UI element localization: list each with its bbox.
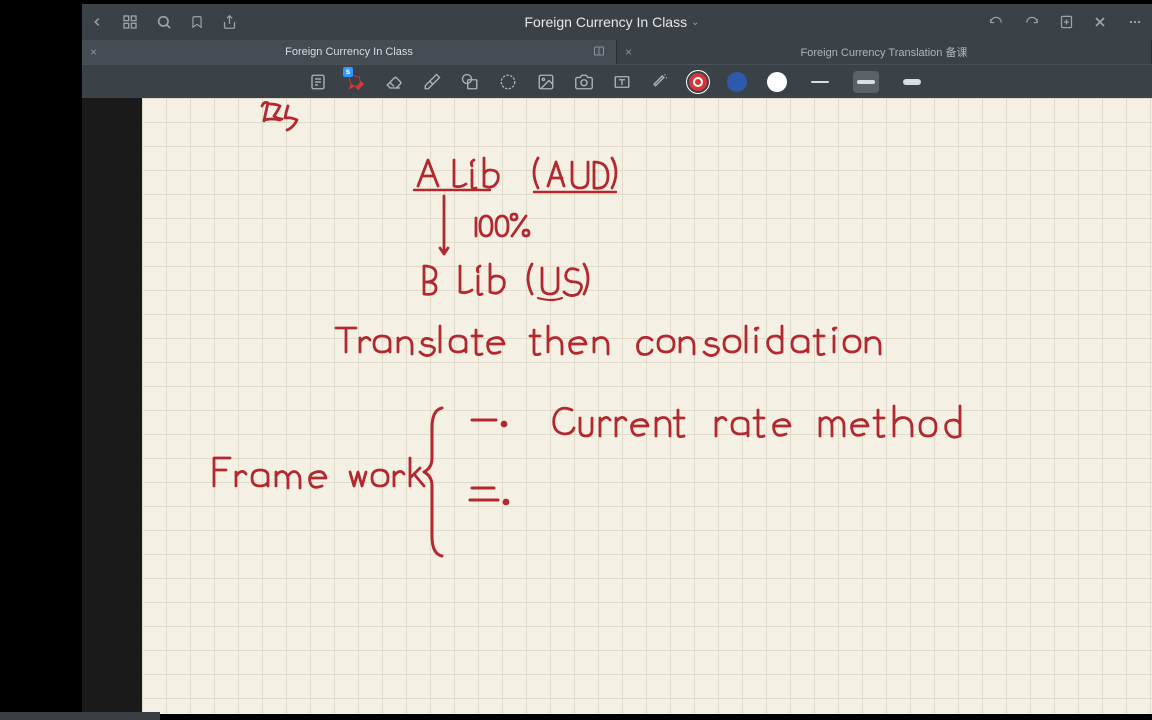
camera-tool[interactable] bbox=[575, 73, 593, 91]
close-tab-icon[interactable]: × bbox=[625, 45, 632, 59]
canvas-area bbox=[82, 98, 1152, 714]
undo-button[interactable] bbox=[987, 15, 1005, 29]
pen-tool[interactable]: s bbox=[347, 73, 365, 91]
lasso-tool[interactable] bbox=[499, 73, 517, 91]
toolbar: s bbox=[82, 64, 1152, 98]
tab-foreign-currency-in-class[interactable]: × Foreign Currency In Class bbox=[82, 40, 617, 64]
shapes-tool[interactable] bbox=[461, 73, 479, 91]
stroke-thick[interactable] bbox=[899, 71, 925, 93]
stroke-medium[interactable] bbox=[853, 71, 879, 93]
title-text: Foreign Currency In Class bbox=[524, 14, 687, 30]
chevron-down-icon: ⌄ bbox=[691, 17, 699, 28]
color-red[interactable] bbox=[689, 73, 707, 91]
share-button[interactable] bbox=[222, 14, 237, 30]
handwriting-layer bbox=[142, 98, 1152, 714]
color-white[interactable] bbox=[767, 72, 787, 92]
split-view-icon[interactable] bbox=[592, 45, 606, 60]
tab-bar: × Foreign Currency In Class × Foreign Cu… bbox=[82, 40, 1152, 64]
pen-mode-badge: s bbox=[343, 67, 353, 77]
redo-button[interactable] bbox=[1023, 15, 1041, 29]
top-nav: Foreign Currency In Class ⌄ bbox=[82, 4, 1152, 40]
color-blue[interactable] bbox=[727, 72, 747, 92]
bookmark-button[interactable] bbox=[190, 14, 204, 30]
image-tool[interactable] bbox=[537, 73, 555, 91]
readonly-tool[interactable] bbox=[309, 73, 327, 91]
note-paper[interactable] bbox=[142, 98, 1152, 714]
tab-foreign-currency-translation[interactable]: × Foreign Currency Translation 备课 bbox=[617, 40, 1152, 64]
eraser-tool[interactable] bbox=[385, 73, 403, 91]
tab-label: Foreign Currency In Class bbox=[285, 46, 413, 58]
more-button[interactable] bbox=[1126, 15, 1144, 29]
video-letterbox-bottom bbox=[0, 714, 1152, 720]
text-tool[interactable] bbox=[613, 73, 631, 91]
tab-label: Foreign Currency Translation 备课 bbox=[801, 44, 968, 60]
highlighter-tool[interactable] bbox=[423, 73, 441, 91]
close-tab-icon[interactable]: × bbox=[90, 45, 97, 59]
grid-view-button[interactable] bbox=[122, 14, 138, 30]
back-button[interactable] bbox=[90, 15, 104, 29]
close-button[interactable] bbox=[1092, 14, 1108, 30]
stroke-thin[interactable] bbox=[807, 71, 833, 93]
document-title[interactable]: Foreign Currency In Class ⌄ bbox=[237, 14, 987, 30]
video-progress-bar[interactable] bbox=[0, 712, 160, 720]
magic-tool[interactable] bbox=[651, 73, 669, 91]
add-page-button[interactable] bbox=[1059, 14, 1074, 30]
search-button[interactable] bbox=[156, 14, 172, 30]
video-letterbox-left bbox=[0, 0, 82, 720]
